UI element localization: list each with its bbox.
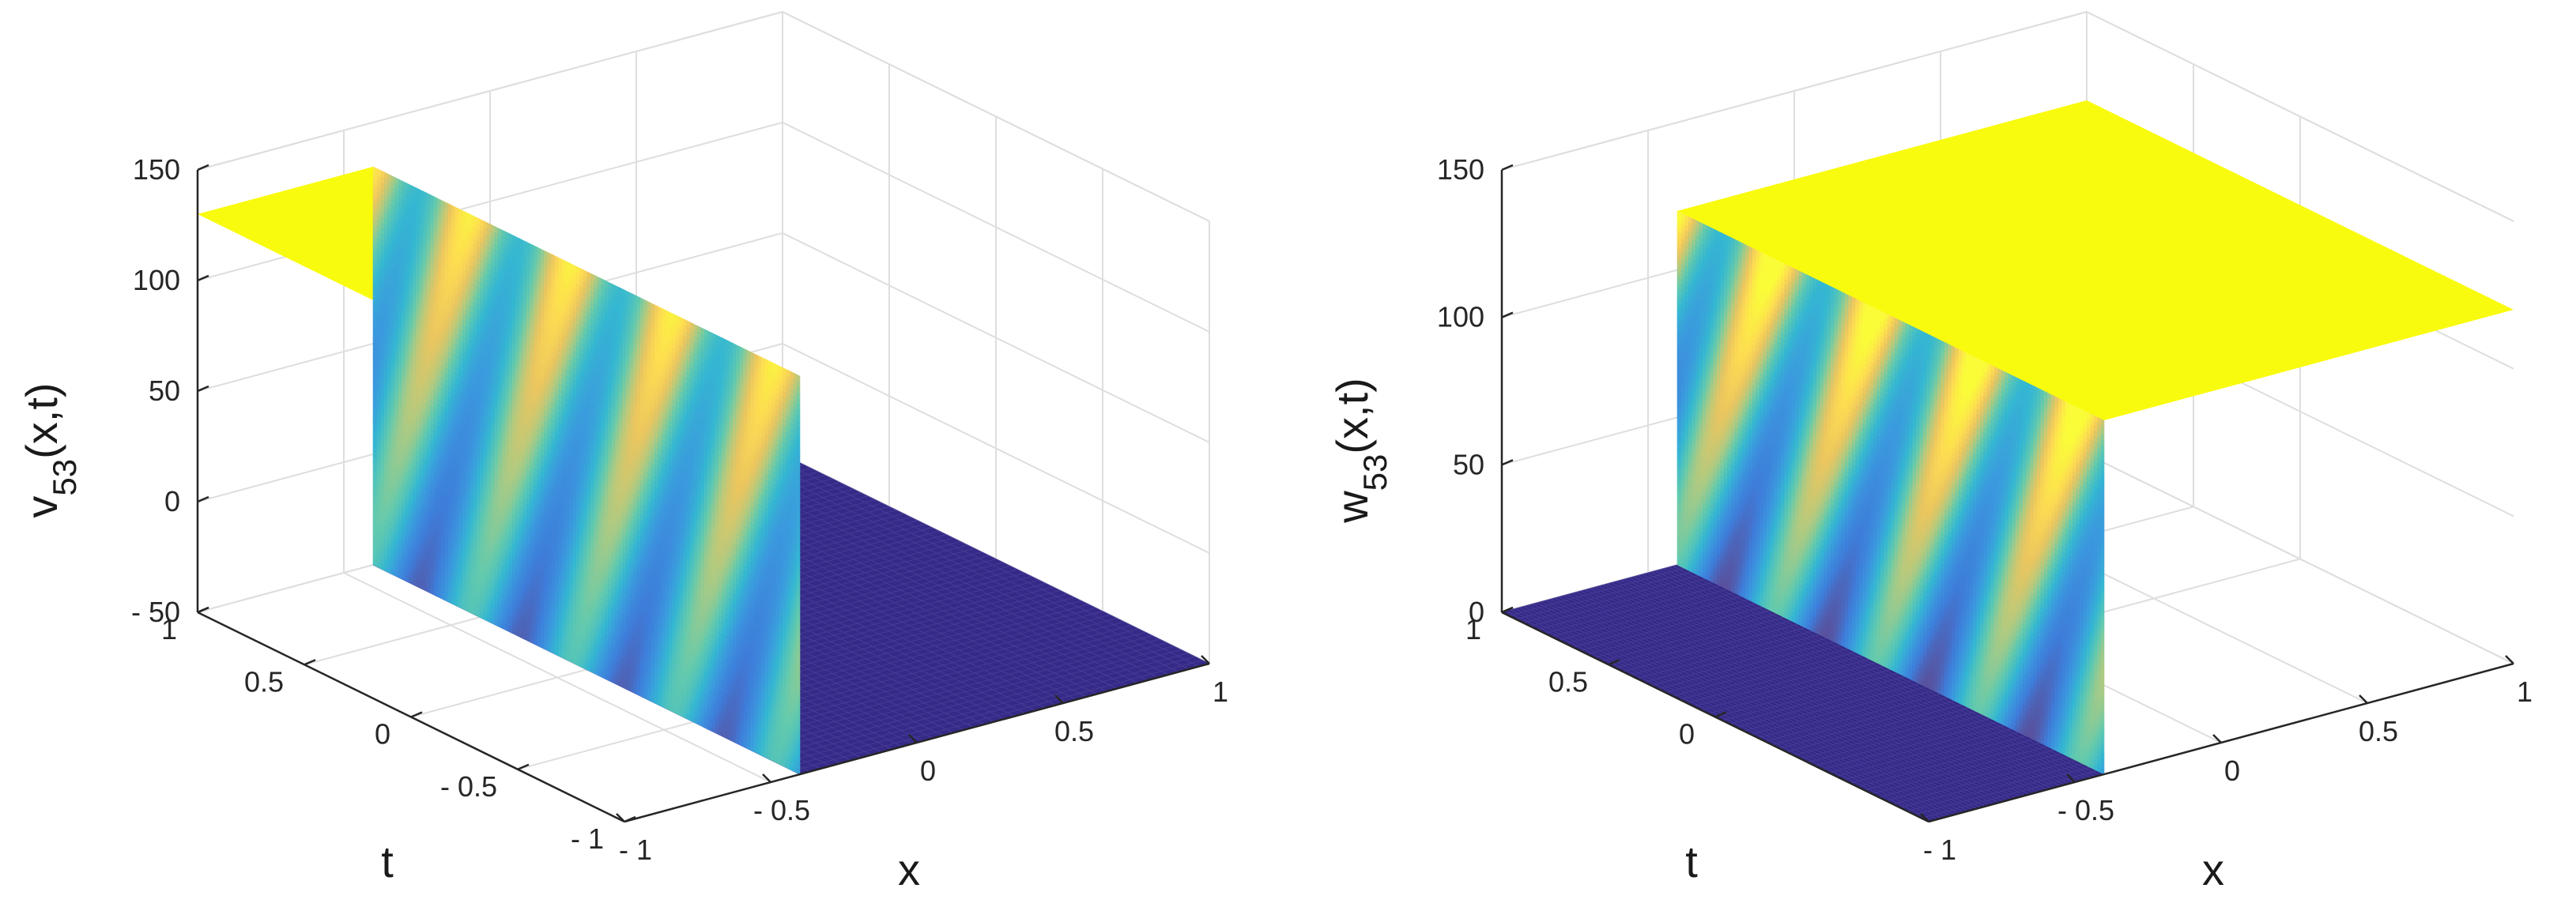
- t-tick-label: 0: [1679, 718, 1695, 751]
- t-tick-label: 1: [1465, 613, 1481, 645]
- x-tick-label: 0.5: [1054, 715, 1094, 747]
- x-tick-label: 1: [2517, 676, 2533, 708]
- z-tick-label: 100: [133, 264, 180, 296]
- z-tick-label: 50: [1453, 448, 1484, 480]
- t-tick-label: - 0.5: [440, 770, 497, 803]
- z-tick-label: 150: [133, 153, 180, 186]
- surface: [1501, 100, 2514, 822]
- x-tick-label: 0: [920, 755, 936, 787]
- x-tick-label: - 1: [619, 834, 652, 866]
- z-axis-label: w53(x,t): [1327, 378, 1394, 524]
- x-tick-label: - 0.5: [2057, 794, 2114, 826]
- low-plateau-mesh: [1501, 564, 2105, 822]
- z-tick-label: 150: [1437, 153, 1484, 186]
- t-tick-label: 1: [161, 613, 177, 645]
- axes: - 50 0 50 100 150 - 1 - 0.5 0 0.5 1 - 1 - 0.5 0 0.5 1: [131, 153, 1228, 866]
- x-tick-label: - 0.5: [753, 794, 810, 826]
- high-plateau: [1677, 100, 2514, 420]
- x-axis-label: x: [2202, 845, 2224, 894]
- x-tick-label: 0.5: [2359, 715, 2398, 747]
- t-tick-label: 0.5: [1548, 665, 1588, 698]
- front-wall: [1676, 210, 2105, 775]
- x-tick-label: 0: [2224, 755, 2240, 787]
- z-tick-label: 0: [1469, 596, 1484, 628]
- t-tick-label: 0.5: [244, 665, 284, 698]
- front-wall: [372, 166, 801, 775]
- z-tick-label: 50: [149, 374, 180, 407]
- z-axis-label: v53(x,t): [17, 382, 83, 517]
- surface-plot-w53: 0 50 100 150 0 0.5 1 - 1 - 0.5 0 0.5 1 w53(x,t) x t: [1327, 10, 2533, 894]
- axes: 0 50 100 150 0 0.5 1 - 1 - 0.5 0 0.5 1: [1437, 153, 2533, 866]
- t-tick-label: 0: [375, 718, 390, 751]
- x-axis-label: x: [898, 845, 920, 894]
- t-tick-label: - 1: [571, 822, 604, 855]
- surface: [198, 166, 1210, 775]
- x-tick-label: - 1: [1923, 834, 1956, 866]
- surface-plot-v53: - 50 0 50 100 150 - 1 - 0.5 0 0.5 1 - 1 - 0.5 0 0.5 1 v…: [17, 10, 1228, 894]
- t-axis-label: t: [381, 837, 394, 886]
- t-axis-label: t: [1685, 837, 1698, 886]
- z-tick-label: 0: [164, 485, 180, 517]
- x-tick-label: 1: [1213, 676, 1228, 708]
- z-tick-label: 100: [1437, 301, 1484, 333]
- z-tick-label: - 50: [131, 596, 180, 628]
